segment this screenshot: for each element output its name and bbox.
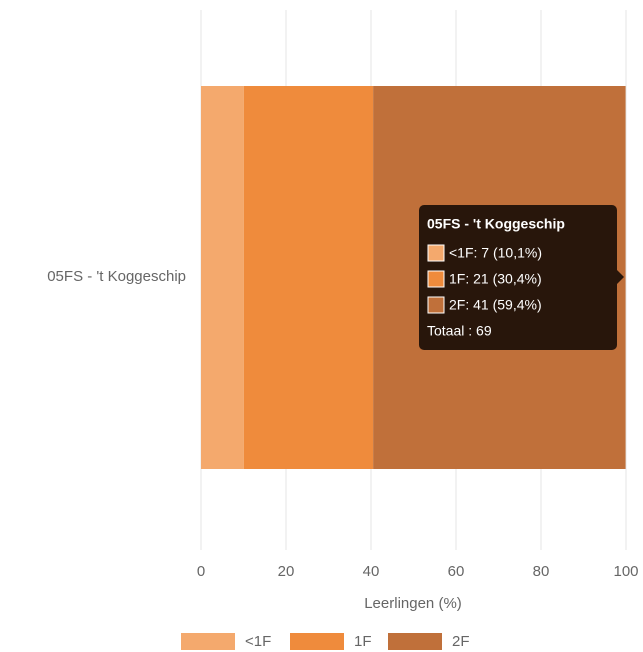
tooltip-line: 1F: 21 (30,4%) xyxy=(449,271,542,287)
tooltip-swatch xyxy=(427,296,445,314)
legend-label: <1F xyxy=(245,633,271,650)
tooltip-line: 2F: 41 (59,4%) xyxy=(449,297,542,313)
tooltip-title: 05FS - 't Koggeschip xyxy=(427,216,565,232)
x-tick-label: 60 xyxy=(448,563,465,580)
tooltip-total: Totaal : 69 xyxy=(427,323,492,339)
legend-label: 1F xyxy=(354,633,372,650)
tooltip-arrow xyxy=(617,270,624,284)
tooltip-line: <1F: 7 (10,1%) xyxy=(449,245,542,261)
category-label: 05FS - 't Koggeschip xyxy=(47,268,186,285)
tooltip-swatch xyxy=(427,244,445,262)
x-tick-label: 80 xyxy=(533,563,550,580)
x-axis-label: Leerlingen (%) xyxy=(364,595,462,612)
x-tick-label: 0 xyxy=(197,563,205,580)
bar-segment xyxy=(201,86,244,469)
legend-swatch xyxy=(181,633,235,650)
legend-swatch xyxy=(388,633,442,650)
x-tick-label: 40 xyxy=(363,563,380,580)
tooltip-swatch xyxy=(427,270,445,288)
legend-label: 2F xyxy=(452,633,470,650)
legend-swatch xyxy=(290,633,344,650)
tooltip-box xyxy=(419,205,617,350)
bar-segment xyxy=(243,86,374,469)
tooltip: 05FS - 't Koggeschip <1F: 7 (10,1%) 1F: … xyxy=(419,205,624,350)
x-tick-label: 100 xyxy=(613,563,638,580)
x-tick-label: 20 xyxy=(278,563,295,580)
